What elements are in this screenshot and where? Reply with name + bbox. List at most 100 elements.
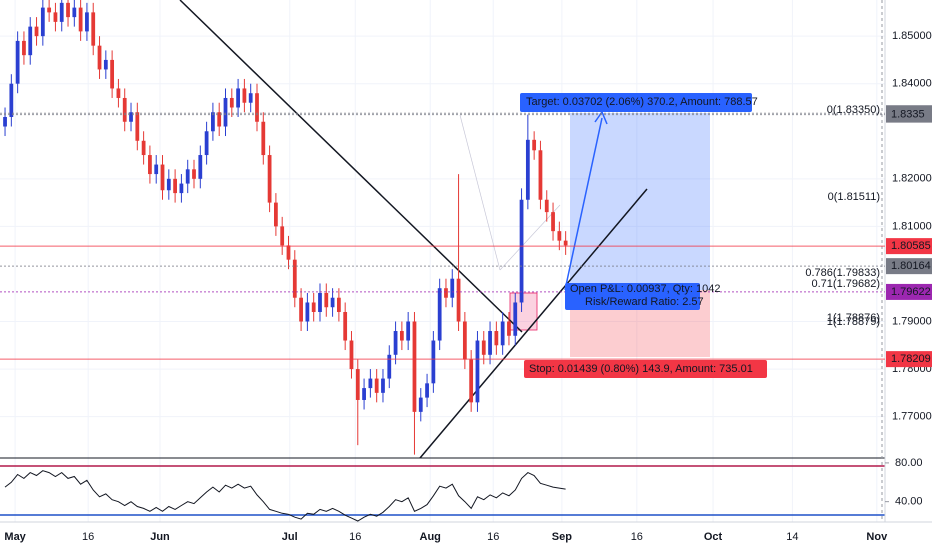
candle-body bbox=[286, 245, 291, 260]
rsi-line bbox=[4, 470, 566, 522]
candle-body bbox=[204, 131, 209, 156]
candle-body bbox=[141, 140, 146, 156]
candle-body bbox=[563, 240, 568, 246]
x-tick-label: Oct bbox=[704, 531, 723, 543]
candle-body bbox=[469, 359, 474, 403]
candle-body bbox=[28, 26, 33, 56]
candle-body bbox=[444, 288, 448, 298]
candle-body bbox=[412, 321, 417, 412]
annotation: Target: 0.03702 (2.06%) 370.2, Amount: 7… bbox=[526, 96, 758, 108]
annotation: 0.71(1.79682) bbox=[812, 278, 881, 290]
y-tick-label: 1.82000 bbox=[892, 173, 932, 185]
candle-body bbox=[374, 378, 379, 393]
candle-body bbox=[59, 2, 64, 22]
y-tick-label: 1.77000 bbox=[892, 411, 932, 423]
candle-body bbox=[34, 26, 39, 37]
candle-body bbox=[148, 155, 152, 175]
candle-body bbox=[299, 297, 303, 322]
candle-body bbox=[393, 331, 398, 355]
candle-body bbox=[255, 93, 259, 122]
candle-body bbox=[532, 139, 537, 151]
profit-zone bbox=[570, 113, 710, 290]
candle-body bbox=[229, 97, 234, 108]
x-tick-label: 16 bbox=[487, 531, 499, 543]
candle-body bbox=[66, 2, 70, 18]
candle-body bbox=[481, 340, 486, 355]
annotation: Stop: 0.01439 (0.80%) 143.9, Amount: 735… bbox=[529, 363, 753, 375]
x-tick-label: Aug bbox=[420, 531, 441, 543]
price-label: 1.79622 bbox=[891, 286, 931, 298]
candle-body bbox=[53, 12, 58, 22]
candle-body bbox=[166, 178, 171, 191]
x-tick-label: 14 bbox=[786, 531, 798, 543]
x-tick-label: Jul bbox=[282, 531, 298, 543]
price-label-bg bbox=[886, 351, 932, 368]
y-tick-label: 1.84000 bbox=[892, 78, 932, 90]
candle-body bbox=[217, 112, 222, 127]
annotation: Risk/Reward Ratio: 2.57 bbox=[585, 296, 704, 308]
fib-ray bbox=[459, 114, 501, 271]
price-label: 1.8335 bbox=[891, 109, 925, 121]
price-label: 1.80164 bbox=[891, 260, 931, 272]
candle-body bbox=[97, 45, 102, 70]
candle-body bbox=[431, 340, 436, 384]
candle-body bbox=[507, 321, 511, 336]
annotation-bg bbox=[565, 283, 700, 310]
candle-body bbox=[381, 378, 385, 393]
candle-body bbox=[72, 7, 77, 18]
candle-body bbox=[85, 12, 89, 32]
x-tick-label: 16 bbox=[631, 531, 643, 543]
x-tick-label: 16 bbox=[82, 531, 94, 543]
candle-body bbox=[192, 169, 196, 179]
x-tick-label: Nov bbox=[866, 531, 888, 543]
candle-body bbox=[242, 88, 247, 103]
trendline bbox=[419, 188, 648, 459]
x-tick-label: Sep bbox=[552, 531, 572, 543]
candle-body bbox=[305, 302, 310, 322]
candle-body bbox=[280, 226, 285, 246]
annotation: 0(1.83350) bbox=[827, 104, 880, 116]
candle-body bbox=[387, 354, 392, 379]
candle-body bbox=[456, 278, 461, 322]
candle-body bbox=[261, 121, 266, 156]
annotation-bg bbox=[524, 360, 767, 378]
candle-body bbox=[248, 93, 253, 103]
x-tick-label: Jun bbox=[150, 531, 170, 543]
price-label: 1.78209 bbox=[891, 353, 931, 365]
candle-body bbox=[425, 383, 429, 398]
candle-body bbox=[318, 292, 322, 312]
candle-body bbox=[103, 59, 108, 70]
candle-body bbox=[292, 259, 297, 298]
candle-body bbox=[488, 331, 492, 355]
candle-body bbox=[311, 302, 316, 312]
candle-body bbox=[343, 311, 348, 341]
candle-body bbox=[211, 112, 215, 132]
trendline bbox=[179, 0, 523, 333]
candle-body bbox=[362, 388, 366, 400]
candle-body bbox=[557, 231, 562, 241]
candle-body bbox=[185, 169, 190, 184]
candle-body bbox=[274, 202, 278, 227]
annotation: 0.786(1.79833) bbox=[805, 267, 880, 279]
candle-body bbox=[110, 59, 115, 89]
y-tick-label: 1.81000 bbox=[892, 220, 932, 232]
candle-body bbox=[462, 321, 467, 360]
candle-body bbox=[179, 183, 184, 194]
candle-body bbox=[47, 7, 52, 13]
price-label-bg bbox=[886, 258, 932, 275]
y-tick-label: 1.79000 bbox=[892, 315, 932, 327]
annotation: 1(1.78879) bbox=[827, 316, 880, 328]
candle-body bbox=[223, 97, 228, 127]
candle-body bbox=[40, 7, 45, 37]
price-label-bg bbox=[886, 106, 932, 123]
candle-body bbox=[538, 150, 543, 200]
candle-body bbox=[551, 212, 555, 232]
candle-body bbox=[116, 88, 121, 98]
candle-body bbox=[22, 40, 26, 56]
grid bbox=[0, 0, 885, 522]
candle-body bbox=[475, 340, 480, 403]
candle-body bbox=[129, 112, 133, 122]
price-label-bg bbox=[886, 238, 932, 255]
candle-body bbox=[9, 83, 14, 117]
annotation-bg bbox=[520, 93, 752, 112]
